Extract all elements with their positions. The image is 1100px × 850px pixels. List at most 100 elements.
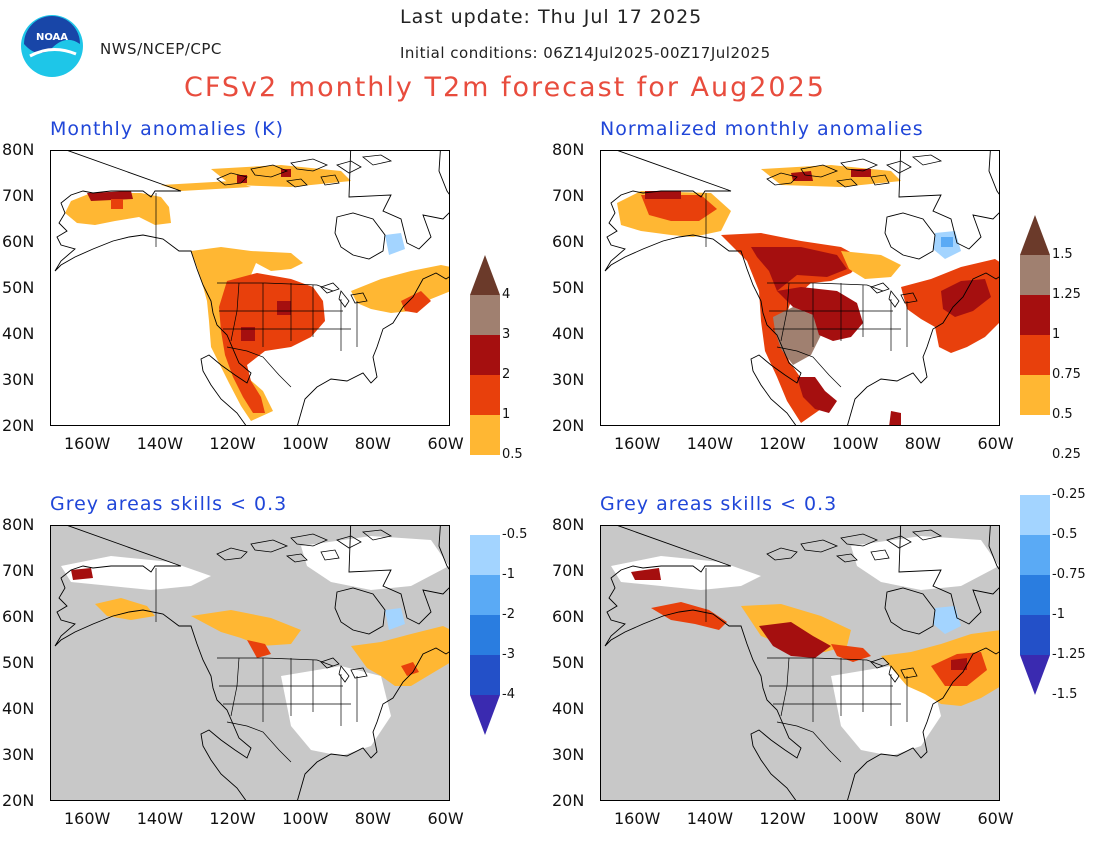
lon-tick-label: 100W [282, 434, 329, 453]
colorbar-label: -1 [1052, 607, 1065, 622]
lat-tick-label: 80N [552, 515, 585, 534]
lat-tick-label: 20N [2, 416, 35, 435]
colorbar-label: 1.5 [1052, 247, 1073, 262]
lat-tick-label: 20N [2, 791, 35, 810]
lat-tick-label: 30N [2, 370, 35, 389]
colorbar-label: -4 [502, 687, 515, 702]
colorbar-segment [470, 295, 500, 335]
lat-tick-label: 70N [2, 561, 35, 580]
page-title: CFSv2 monthly T2m forecast for Aug2025 [184, 72, 826, 103]
map-panel-skill-normalized [600, 525, 1000, 801]
colorbar-label: 0.75 [1052, 367, 1081, 382]
colorbar-segment [1020, 655, 1050, 695]
map-canvas [601, 151, 999, 425]
lon-tick-label: 160W [614, 809, 661, 828]
lat-tick-label: 30N [552, 745, 585, 764]
lon-tick-label: 140W [136, 434, 184, 453]
anomaly-patch [631, 568, 661, 580]
initial-conditions: Initial conditions: 06Z14Jul2025-00Z17Ju… [400, 44, 771, 62]
anomaly-patch [191, 247, 303, 421]
colorbar-segment [470, 695, 500, 735]
colorbar-label: -0.75 [1052, 567, 1086, 582]
colorbar-label: -1.5 [1052, 687, 1078, 702]
colorbar-normalized: 1.5 1.25 1 0.75 0.5 0.25 -0.25 -0.5 -0.75 -1 -1.25… [1020, 215, 1100, 740]
colorbar-segment [1020, 255, 1050, 295]
colorbar-label: 2 [502, 367, 511, 382]
last-update: Last update: Thu Jul 17 2025 [400, 6, 703, 28]
noaa-logo: NOAA [20, 14, 84, 78]
lat-tick-label: 30N [2, 745, 35, 764]
anomaly-patch [851, 169, 871, 177]
colorbar-label: 0.25 [1052, 447, 1081, 462]
lat-tick-label: 40N [552, 699, 585, 718]
panel-title-anomalies: Monthly anomalies (K) [50, 118, 285, 140]
lat-tick-label: 20N [552, 416, 585, 435]
colorbar-label: 4 [502, 287, 511, 302]
lat-tick-label: 50N [552, 653, 585, 672]
anomaly-patch [401, 662, 419, 676]
colorbar-label: -2 [502, 607, 515, 622]
lat-tick-label: 30N [552, 370, 585, 389]
lat-tick-label: 40N [2, 324, 35, 343]
colorbar-segment [470, 655, 500, 695]
colorbar-segment [470, 255, 500, 295]
map-canvas [51, 526, 449, 800]
map-canvas [601, 526, 999, 800]
lat-tick-label: 80N [2, 140, 35, 159]
colorbar-segment [1020, 375, 1050, 415]
lon-tick-label: 140W [686, 809, 734, 828]
lon-tick-label: 120W [759, 809, 806, 828]
lat-tick-label: 70N [552, 561, 585, 580]
colorbar-segment [470, 615, 500, 655]
anomaly-patch [721, 233, 863, 423]
lon-tick-label: 100W [282, 809, 329, 828]
colorbar-label: 0.5 [1052, 407, 1073, 422]
lat-tick-label: 70N [552, 186, 585, 205]
anomaly-patch [831, 644, 871, 662]
agency-label: NWS/NCEP/CPC [100, 40, 222, 58]
colorbar-segment [470, 375, 500, 415]
colorbar-canvas [470, 255, 500, 735]
lon-tick-label: 120W [209, 809, 256, 828]
lat-tick-label: 50N [2, 653, 35, 672]
lat-tick-label: 70N [2, 186, 35, 205]
colorbar-label: 1.25 [1052, 287, 1081, 302]
lon-tick-label: 80W [904, 434, 941, 453]
lon-tick-label: 60W [977, 809, 1014, 828]
anomaly-patch [237, 175, 247, 183]
colorbar-segment [470, 335, 500, 375]
colorbar-segment [1020, 215, 1050, 255]
anomaly-patch [889, 411, 901, 425]
anomaly-patch [161, 181, 251, 191]
colorbar-anomalies: 4 3 2 1 0.5 -0.5 -1 -2 -3 -4 [470, 255, 530, 735]
anomaly-patch [385, 233, 405, 255]
colorbar-segment [1020, 535, 1050, 575]
anomaly-patch [941, 279, 991, 317]
lat-tick-label: 60N [2, 232, 35, 251]
anomaly-patch [95, 598, 155, 620]
anomaly-patch [87, 191, 133, 201]
lat-tick-label: 60N [2, 607, 35, 626]
lon-tick-label: 160W [64, 809, 111, 828]
colorbar-segment [470, 575, 500, 615]
lat-tick-label: 80N [552, 140, 585, 159]
map-canvas [51, 151, 449, 425]
colorbar-label: -3 [502, 647, 515, 662]
lon-tick-label: 140W [686, 434, 734, 453]
map-panel-anomalies [50, 150, 450, 426]
anomaly-patch [241, 327, 255, 341]
lon-tick-label: 60W [977, 434, 1014, 453]
colorbar-segment [470, 535, 500, 575]
colorbar-segment [1020, 615, 1050, 655]
lon-tick-label: 100W [832, 434, 879, 453]
panel-title-normalized: Normalized monthly anomalies [600, 118, 924, 140]
anomaly-patch [933, 606, 961, 634]
lon-tick-label: 140W [136, 809, 184, 828]
colorbar-label: 0.5 [502, 447, 523, 462]
colorbar-label: -0.25 [1052, 487, 1086, 502]
lon-tick-label: 80W [354, 434, 391, 453]
colorbar-segment [1020, 495, 1050, 535]
lon-tick-label: 60W [427, 809, 464, 828]
anomaly-patch [841, 251, 901, 279]
coastline [604, 151, 999, 425]
